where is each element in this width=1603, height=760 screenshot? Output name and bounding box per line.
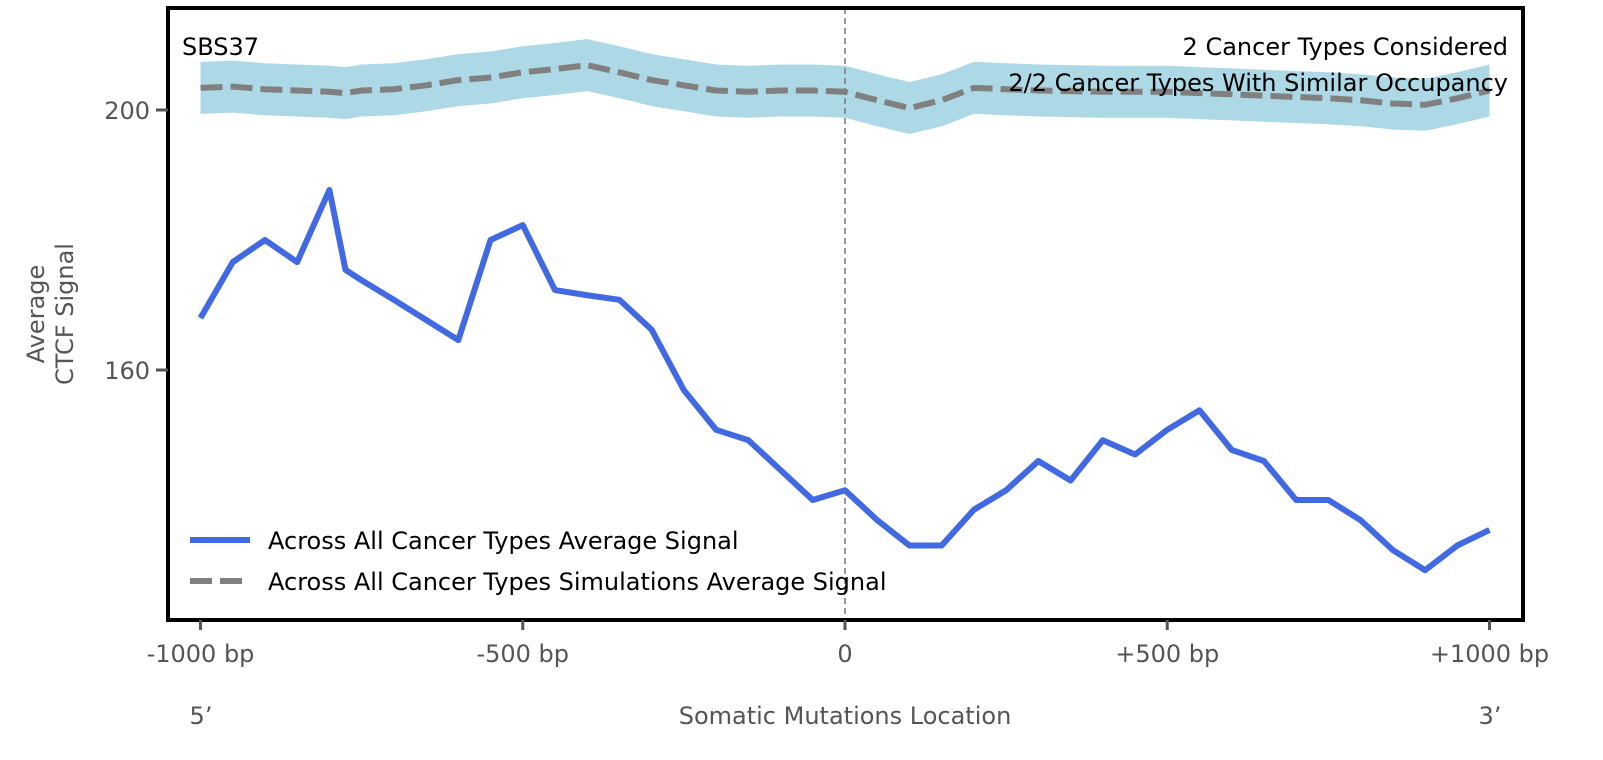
observed-signal-line <box>197 186 1491 574</box>
annotation-cancer-types: 2 Cancer Types Considered <box>1183 33 1508 61</box>
y-axis-label-line2: CTCF Signal <box>51 243 79 385</box>
x-tick-label: +500 bp <box>1115 640 1219 668</box>
three-prime-label: 3’ <box>1479 702 1502 730</box>
series-layer <box>197 62 1491 574</box>
tick-layer: -1000 bp -500 bp 0 +500 bp +1000 bp 160 200 <box>104 97 1549 668</box>
x-axis-label: Somatic Mutations Location <box>679 702 1012 730</box>
y-axis-label-line1: Average <box>22 265 50 364</box>
x-tick-label: -1000 bp <box>147 640 255 668</box>
y-tick-label: 160 <box>104 357 150 385</box>
simulation-band-layer <box>200 39 1490 135</box>
y-tick-label: 200 <box>104 97 150 125</box>
five-prime-label: 5’ <box>190 702 213 730</box>
chart-title: SBS37 <box>182 33 259 61</box>
annotation-similar-occupancy: 2/2 Cancer Types With Similar Occupancy <box>1008 69 1508 97</box>
x-tick-label: +1000 bp <box>1430 640 1549 668</box>
legend-label-observed: Across All Cancer Types Average Signal <box>268 527 739 555</box>
x-tick-label: 0 <box>837 640 852 668</box>
simulation-band <box>200 39 1490 135</box>
legend: Across All Cancer Types Average Signal A… <box>190 527 887 596</box>
simulated-signal-line <box>200 62 1491 112</box>
x-tick-label: -500 bp <box>476 640 569 668</box>
legend-label-simulated: Across All Cancer Types Simulations Aver… <box>268 568 887 596</box>
